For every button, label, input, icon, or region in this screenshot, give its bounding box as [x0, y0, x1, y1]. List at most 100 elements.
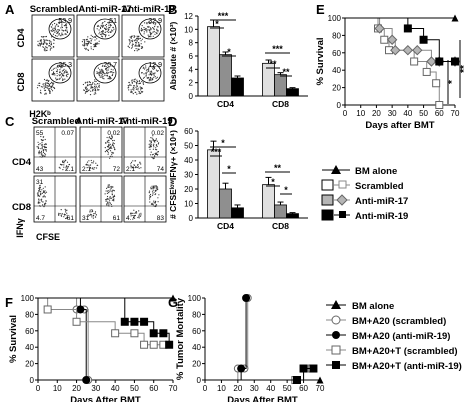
flow-dot	[58, 34, 60, 36]
flow-dot	[89, 168, 91, 170]
flow-dot	[91, 209, 93, 211]
flow-dot	[133, 215, 136, 217]
flow-dot	[53, 42, 55, 45]
flow-dot	[90, 34, 92, 36]
flow-dot	[135, 86, 137, 88]
flow-dot	[113, 28, 115, 30]
flow-dot	[136, 50, 138, 52]
flow-dot	[98, 29, 100, 31]
flow-dot	[154, 189, 156, 191]
flow-dot	[90, 86, 92, 88]
flow-dot	[65, 209, 67, 211]
flow-dot	[129, 39, 131, 41]
flow-dot	[42, 136, 45, 138]
flow-dot	[131, 90, 133, 92]
flow-dot	[110, 188, 112, 190]
flow-dot	[148, 76, 150, 79]
flow-dot	[132, 212, 134, 214]
legend-bde-bm-alone-label: BM alone	[355, 166, 397, 177]
flow-dot	[86, 91, 88, 93]
flow-dot	[108, 192, 110, 194]
flow-dot	[140, 40, 142, 42]
flow-dot	[152, 66, 155, 68]
marker-point	[72, 317, 81, 326]
flow-dot	[114, 148, 116, 150]
marker-point	[422, 67, 431, 76]
flow-dot	[36, 87, 39, 89]
flow-dot	[63, 164, 65, 166]
flow-dot	[129, 36, 131, 38]
flow-dot	[39, 202, 41, 204]
flow-gate	[138, 62, 162, 84]
flow-dot	[105, 190, 107, 192]
flow-dot	[45, 200, 47, 202]
flow-dot	[37, 194, 39, 196]
flow-dot	[100, 24, 102, 26]
flow-dot	[147, 69, 149, 71]
flow-dot	[98, 83, 100, 85]
flow-dot	[127, 85, 129, 87]
flow-dot	[108, 184, 111, 186]
marker-point	[299, 364, 308, 373]
x-tick-label: 50	[130, 384, 139, 393]
flow-dot	[38, 150, 41, 152]
flow-dot	[90, 164, 92, 166]
flow-dot	[40, 150, 43, 152]
flow-dot	[66, 165, 68, 167]
flow-dot	[113, 194, 115, 196]
flow-dot	[39, 188, 41, 190]
flow-dot	[140, 27, 143, 29]
flow-dot	[40, 192, 42, 194]
flow-dot	[130, 37, 132, 39]
flow-dot	[152, 135, 154, 137]
y-tick-label: 40	[192, 343, 201, 352]
y-axis-label: # CFSEˡᵒʷIFNγ+ (×10⁴)	[168, 130, 178, 219]
y-tick-label: 6	[189, 52, 194, 61]
flow-dot	[61, 70, 64, 72]
flow-dot	[141, 30, 143, 32]
x-tick-label: 70	[169, 384, 178, 393]
flow-dot	[88, 89, 90, 91]
y-tick-label: 0	[337, 101, 342, 110]
panel-a-header-scrambled: Scrambled	[30, 4, 79, 15]
y-tick-label: 100	[21, 294, 35, 303]
bar-cd8-0	[262, 184, 275, 219]
flow-dot	[61, 76, 63, 78]
flow-dot	[149, 76, 152, 79]
panel-c-xlabel: CFSE	[36, 232, 60, 242]
flow-dot	[50, 44, 52, 46]
flow-dot	[111, 29, 113, 31]
flow-dot	[59, 213, 61, 215]
flow-dot	[153, 202, 155, 204]
flow-dot	[153, 67, 156, 69]
flow-dot	[37, 195, 39, 197]
flow-dot	[141, 87, 143, 89]
flow-dot	[84, 47, 86, 49]
y-axis-label: % Tumor Mortality	[175, 297, 186, 380]
flow-dot	[92, 48, 94, 51]
flow-dot	[65, 211, 67, 213]
flow-dot	[111, 137, 113, 139]
flow-dot	[104, 147, 106, 149]
flow-dot	[44, 89, 47, 91]
flow-dot	[90, 48, 92, 50]
flow-dot	[112, 199, 114, 201]
x-tick-label: 60	[149, 384, 158, 393]
bar-cd8-1	[274, 204, 287, 219]
flow-dot	[44, 147, 46, 149]
flow-dot	[41, 192, 43, 194]
x-axis-label: Days After BMT	[227, 395, 298, 402]
flow-dot	[104, 73, 106, 75]
flow-dot	[112, 144, 114, 147]
flow-dot	[40, 41, 42, 43]
flow-dot	[98, 86, 100, 88]
flow-dot	[50, 30, 52, 32]
flow-dot	[96, 43, 98, 45]
flow-dot	[107, 152, 109, 154]
flow-dot	[43, 205, 45, 207]
panel-letter-f: F	[5, 295, 13, 310]
flow-dot	[108, 67, 110, 69]
flow-dot	[38, 42, 40, 45]
flow-dot	[107, 149, 109, 151]
flow-dot	[106, 71, 108, 73]
